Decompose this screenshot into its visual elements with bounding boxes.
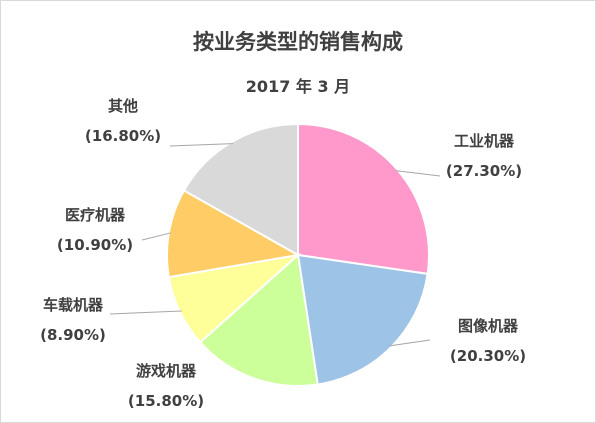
leader-line-imaging [389, 339, 431, 347]
slice-label-category-other: 其他 [108, 97, 138, 115]
pie-slice-other [182, 122, 299, 257]
slice-label-category-imaging: 图像机器 [458, 317, 519, 335]
leader-line-other [169, 143, 234, 147]
slice-label-value-other: (16.80%) [85, 127, 161, 145]
leader-line-industrial [395, 170, 441, 177]
leader-line-medical [141, 232, 172, 241]
slice-label-value-automotive: (8.90%) [40, 326, 106, 344]
slice-label-value-medical: (10.90%) [57, 236, 133, 254]
slice-label-category-industrial: 工业机器 [454, 132, 515, 150]
leader-line-automotive [109, 310, 182, 315]
slice-label-value-imaging: (20.30%) [450, 347, 526, 365]
slice-label-category-medical: 医疗机器 [65, 206, 126, 224]
slice-label-value-gaming: (15.80%) [128, 392, 204, 410]
pie-slice-medical [166, 189, 301, 279]
slice-label-value-industrial: (27.30%) [446, 162, 522, 180]
chart-title: 按业务类型的销售构成 [193, 30, 403, 54]
chart-subtitle: 2017 年 3 月 [245, 77, 351, 96]
slice-label-category-automotive: 车载机器 [43, 296, 104, 314]
pie-slice-gaming [198, 253, 319, 387]
slice-label-category-gaming: 游戏机器 [136, 362, 197, 380]
pie-slice-imaging [296, 253, 429, 386]
pie-slice-industrial [297, 122, 430, 276]
